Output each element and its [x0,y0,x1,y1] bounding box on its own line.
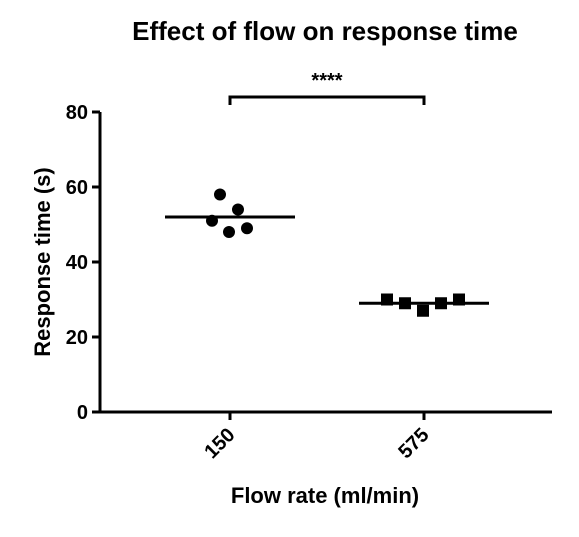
data-point-square [417,304,429,317]
plot-area [165,188,489,317]
data-point-circle [241,222,253,235]
x-ticks: 150 575 [200,412,434,463]
y-axis-label: Response time (s) [30,167,55,357]
y-tick-label: 40 [66,252,88,274]
y-tick-label: 0 [77,402,88,424]
y-tick-label: 80 [66,102,88,124]
y-tick-label: 60 [66,177,88,199]
data-point-square [435,297,447,310]
data-point-circle [232,203,244,216]
data-point-square [381,293,393,306]
significance-annotations: **** [228,70,426,105]
significance-bracket [228,95,426,105]
y-ticks: 0 20 40 60 80 [66,102,100,424]
data-point-circle [206,214,218,227]
data-point-circle [214,188,226,201]
significance-label: **** [311,70,342,92]
x-axis-label: Flow rate (ml/min) [231,483,419,508]
x-tick-label: 150 [200,424,239,463]
data-point-square [399,297,411,310]
data-point-circle [223,226,235,238]
y-axis: 0 20 40 60 80 [66,102,102,424]
data-point-square [453,293,465,306]
y-tick-label: 20 [66,327,88,349]
x-axis: 150 575 [100,410,552,463]
x-tick-label: 575 [394,424,433,463]
chart-title: Effect of flow on response time [132,16,518,46]
